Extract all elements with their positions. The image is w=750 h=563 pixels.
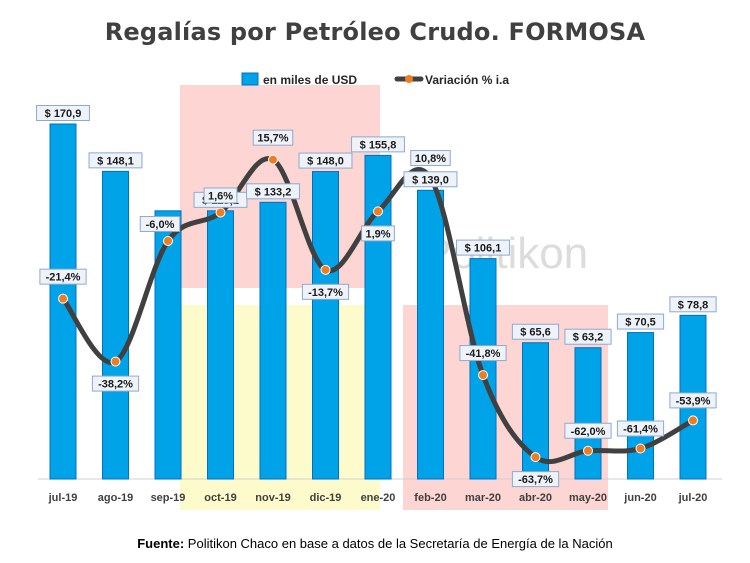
x-tick-label: oct-19 bbox=[204, 492, 236, 504]
x-tick-label: may-20 bbox=[569, 492, 607, 504]
bar bbox=[259, 201, 287, 480]
bar bbox=[364, 154, 392, 480]
line-value-label-box bbox=[459, 345, 507, 362]
bar-value-label: $ 106,1 bbox=[465, 243, 502, 255]
line-point bbox=[530, 452, 541, 463]
bar-value-label: $ 148,1 bbox=[97, 155, 134, 167]
line-value-label: -53,9% bbox=[676, 395, 711, 407]
chart-title: Regalías por Petróleo Crudo. FORMOSA bbox=[104, 18, 646, 46]
line-value-label: 1,6% bbox=[208, 191, 233, 203]
bar bbox=[207, 210, 234, 480]
bar-value-label-box bbox=[246, 183, 300, 200]
bar bbox=[154, 210, 182, 480]
bar-value-label: $ 139,0 bbox=[412, 174, 449, 186]
line-point bbox=[110, 356, 121, 367]
source-label: Fuente: bbox=[137, 536, 185, 551]
bar-value-label: $ 78,8 bbox=[678, 299, 709, 311]
x-tick-label: sep-19 bbox=[151, 492, 186, 504]
bar-value-label: $ 155,8 bbox=[360, 139, 397, 151]
line-value-label: -63,7% bbox=[518, 474, 553, 486]
source-note: Fuente: Politikon Chaco en base a datos … bbox=[0, 536, 750, 551]
bar-value-label: $ 63,2 bbox=[573, 332, 604, 344]
line-value-label-box bbox=[39, 268, 87, 285]
line-value-label: -41,8% bbox=[466, 348, 501, 360]
line-point bbox=[58, 293, 68, 304]
bar-value-label-box bbox=[298, 152, 353, 169]
x-tick-label: nov-19 bbox=[255, 492, 290, 504]
line-value-label-box bbox=[301, 283, 350, 300]
line-value-label: 1,9% bbox=[365, 228, 390, 240]
bar-value-label: $ 70,5 bbox=[625, 317, 656, 329]
x-tick-label: jul-20 bbox=[678, 492, 708, 504]
source-text: Politikon Chaco en base a datos de la Se… bbox=[184, 536, 613, 551]
bar-value-label: $ 170,9 bbox=[45, 108, 82, 120]
line-point bbox=[373, 206, 383, 217]
line-point bbox=[583, 445, 593, 456]
line-value-label: 10,8% bbox=[415, 153, 446, 165]
bar bbox=[102, 170, 129, 480]
bar-value-label: $ 133,2 bbox=[255, 186, 292, 198]
x-tick-label: abr-20 bbox=[519, 492, 552, 504]
line-value-label-box bbox=[669, 392, 717, 409]
line-value-label: -13,7% bbox=[308, 287, 343, 299]
line-value-label-box bbox=[139, 215, 181, 232]
line-value-label: -21,4% bbox=[46, 272, 81, 284]
bar bbox=[312, 171, 339, 480]
legend-label: en miles de USD bbox=[263, 73, 357, 87]
line-point bbox=[163, 235, 173, 246]
line-point bbox=[478, 370, 488, 381]
legend-label: Variación % i.a bbox=[425, 73, 509, 87]
line-value-label-box bbox=[511, 471, 560, 488]
legend-marker bbox=[405, 75, 413, 83]
x-tick-label: dic-19 bbox=[310, 492, 342, 504]
legend-swatch-bar bbox=[241, 72, 259, 86]
line-value-label: -61,4% bbox=[623, 424, 658, 436]
x-tick-label: ene-20 bbox=[361, 492, 396, 504]
bar-value-label-box bbox=[403, 171, 458, 188]
bar-value-label: $ 65,6 bbox=[520, 327, 551, 339]
line-value-label-box bbox=[564, 422, 612, 439]
line-value-label: -62,0% bbox=[571, 426, 606, 438]
bar-value-label-box bbox=[511, 323, 560, 340]
line-value-label-box bbox=[410, 150, 451, 167]
bar-value-label-box bbox=[456, 239, 510, 256]
bar-value-label-box bbox=[36, 105, 90, 121]
bar-value-label-box bbox=[351, 136, 405, 153]
bar bbox=[627, 332, 654, 480]
line-value-label-box bbox=[252, 129, 294, 146]
bar-value-label-box bbox=[564, 328, 612, 345]
line-value-label: -6,0% bbox=[146, 219, 175, 231]
line-point bbox=[688, 415, 698, 426]
line-value-label-box bbox=[203, 187, 238, 204]
bar-value-label-box bbox=[669, 296, 717, 313]
line-value-label: 15,7% bbox=[257, 133, 288, 145]
x-tick-label: jul-19 bbox=[48, 492, 78, 504]
bar bbox=[574, 347, 602, 480]
bar-value-label-box bbox=[616, 313, 665, 330]
bar-value-label: $ 148,0 bbox=[307, 156, 344, 168]
bar-value-label-box bbox=[88, 152, 143, 169]
line-value-label-box bbox=[361, 225, 395, 242]
line-value-label-box bbox=[91, 375, 140, 392]
line-point bbox=[635, 443, 646, 454]
line-value-label-box bbox=[616, 420, 665, 437]
bar bbox=[417, 189, 444, 480]
x-tick-label: mar-20 bbox=[465, 492, 501, 504]
line-value-label: -38,2% bbox=[98, 379, 133, 391]
line-point bbox=[215, 207, 226, 218]
x-tick-label: ago-19 bbox=[98, 492, 133, 504]
line-point bbox=[320, 264, 331, 275]
x-tick-label: feb-20 bbox=[414, 492, 446, 504]
line-point bbox=[268, 154, 278, 165]
x-tick-label: jun-20 bbox=[623, 492, 656, 504]
